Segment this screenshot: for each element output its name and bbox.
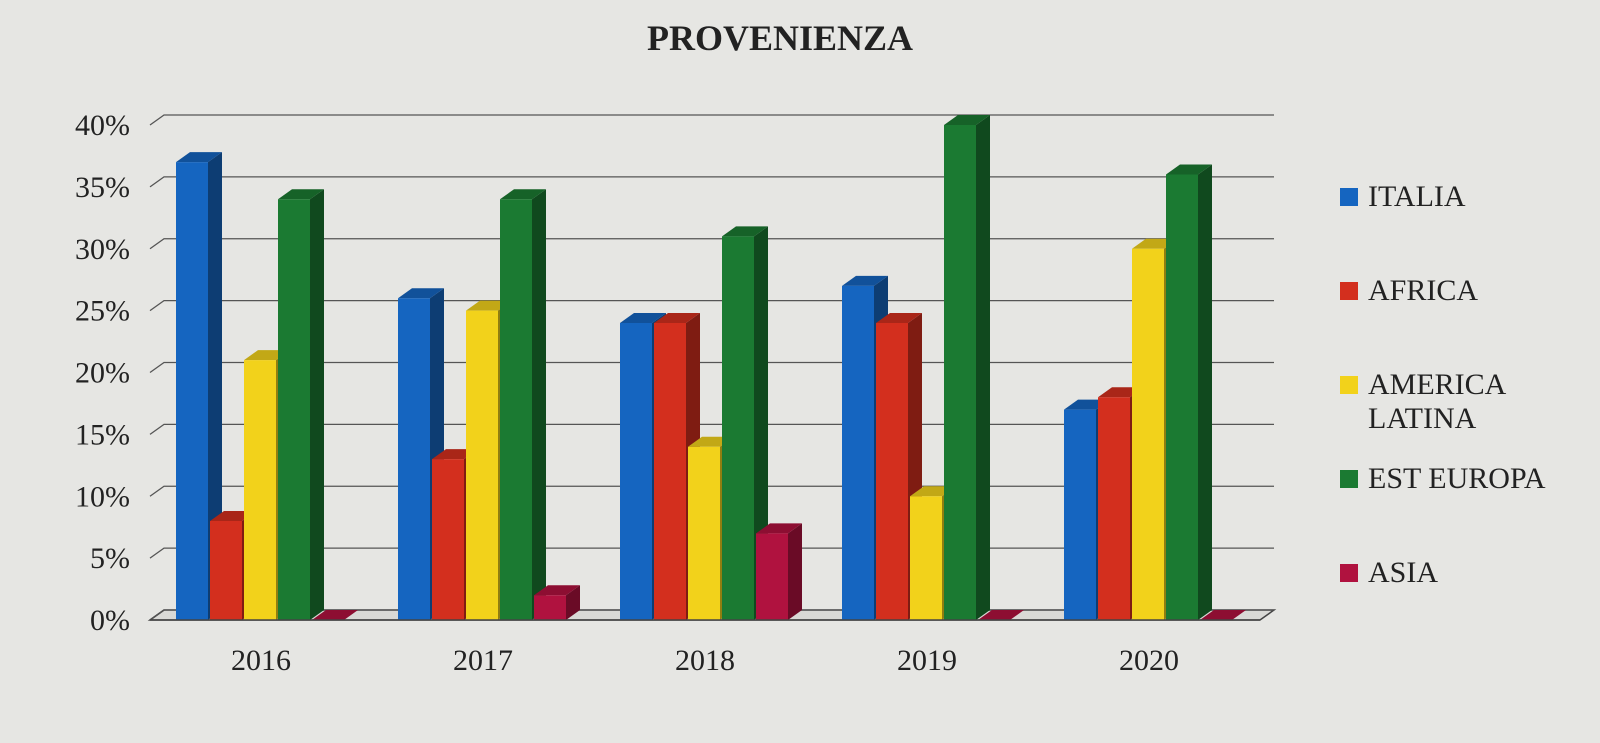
legend-item: ASIA <box>1340 556 1600 650</box>
bar <box>944 125 976 620</box>
x-tick-label: 2018 <box>675 644 735 677</box>
bar <box>1098 397 1130 620</box>
grid-line <box>149 238 1274 250</box>
bar <box>722 236 754 620</box>
legend-item: EST EUROPA <box>1340 462 1600 556</box>
legend-label: AMERICA LATINA <box>1368 368 1505 435</box>
bar <box>534 595 566 620</box>
x-tick-label: 2016 <box>231 644 291 677</box>
bar-top <box>500 189 546 200</box>
bar <box>1166 174 1198 620</box>
bar <box>244 360 276 620</box>
y-tick-label: 35% <box>75 171 130 204</box>
legend-swatch <box>1340 188 1358 206</box>
x-tick-label: 2017 <box>453 644 513 677</box>
bar-top <box>176 152 222 163</box>
bar-side <box>310 189 324 620</box>
grid-line <box>149 114 1274 126</box>
bar-top <box>534 585 580 596</box>
bar-top <box>312 610 358 620</box>
bar-top <box>1166 164 1212 175</box>
bar-side <box>532 189 546 620</box>
bar-top <box>722 226 768 237</box>
bar <box>398 298 430 620</box>
legend: ITALIA AFRICA AMERICA LATINA EST EUROPA ASIA <box>1340 180 1600 650</box>
legend-swatch <box>1340 282 1358 300</box>
bar <box>1064 409 1096 620</box>
legend-item: AFRICA <box>1340 274 1600 368</box>
bar <box>876 323 908 620</box>
y-tick-label: 10% <box>75 480 130 513</box>
bar-side <box>1198 164 1212 620</box>
grid-line <box>149 176 1274 188</box>
bar-side <box>208 152 222 620</box>
bar <box>278 199 310 620</box>
bar <box>910 496 942 620</box>
bar <box>466 310 498 620</box>
x-tick-label: 2019 <box>897 644 957 677</box>
bar <box>756 533 788 620</box>
bar-top <box>978 610 1024 620</box>
bar-top <box>944 115 990 125</box>
bar-top <box>756 523 802 534</box>
legend-label: AFRICA <box>1368 274 1479 307</box>
bar-top <box>654 313 700 323</box>
y-tick-label: 5% <box>90 542 130 575</box>
legend-swatch <box>1340 564 1358 582</box>
bar <box>842 285 874 620</box>
legend-label: ITALIA <box>1368 180 1466 213</box>
bar <box>500 199 532 620</box>
grid-line <box>149 299 1274 312</box>
bar-top <box>620 313 666 323</box>
y-tick-label: 40% <box>75 109 130 142</box>
bar-side <box>788 523 802 620</box>
bar <box>654 323 686 620</box>
bar-side <box>566 585 580 620</box>
bar-top <box>398 288 444 299</box>
y-tick-label: 20% <box>75 357 130 390</box>
x-tick-label: 2020 <box>1119 644 1179 677</box>
legend-label: EST EUROPA <box>1368 462 1546 495</box>
legend-swatch <box>1340 470 1358 488</box>
legend-swatch <box>1340 376 1358 394</box>
legend-label: ASIA <box>1368 556 1439 589</box>
y-tick-label: 0% <box>90 604 130 637</box>
bar <box>432 459 464 620</box>
bar <box>620 323 652 620</box>
y-tick-label: 30% <box>75 233 130 266</box>
y-tick-label: 15% <box>75 418 130 451</box>
bar <box>176 162 208 620</box>
bar-side <box>976 115 990 620</box>
chart-title: PROVENIENZA <box>647 18 913 58</box>
bar-side <box>754 226 768 620</box>
legend-item: AMERICA LATINA <box>1340 368 1600 462</box>
bar-top <box>1200 610 1246 620</box>
bar-top <box>842 275 888 286</box>
bar <box>210 521 242 620</box>
bar <box>1132 248 1164 620</box>
bar-top <box>278 189 324 200</box>
legend-item: ITALIA <box>1340 180 1600 274</box>
bar-top <box>876 313 922 323</box>
y-tick-label: 25% <box>75 295 130 328</box>
bar <box>688 446 720 620</box>
